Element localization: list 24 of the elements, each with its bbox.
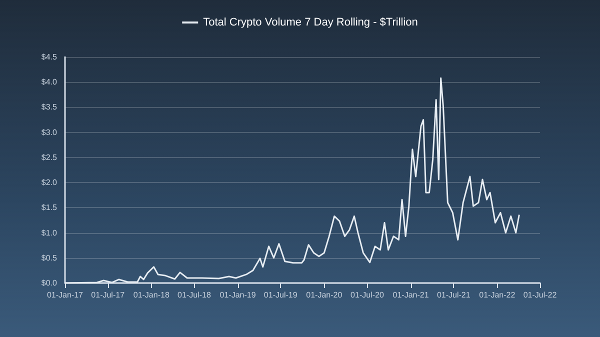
y-tick-label: $0.0: [41, 278, 58, 288]
x-tick-label: 01-Jul-19: [264, 290, 298, 300]
x-tick-label: 01-Jul-22: [523, 290, 558, 300]
x-tick-label: 01-Jan-17: [46, 290, 84, 300]
y-tick-label: $2.0: [41, 178, 58, 188]
x-tick-label: 01-Jan-20: [306, 290, 343, 300]
x-tick-label: 01-Jan-18: [133, 290, 170, 300]
y-tick-label: $3.5: [41, 102, 58, 112]
x-tick-label: 01-Jul-17: [91, 290, 126, 300]
y-tick-label: $1.0: [41, 228, 58, 238]
x-tick-label: 01-Jul-21: [436, 290, 471, 300]
y-tick-label: $1.5: [41, 203, 58, 212]
y-tick-label: $3.0: [41, 128, 58, 137]
y-tick-label: $0.5: [41, 253, 58, 262]
legend-label: Total Crypto Volume 7 Day Rolling - $Trillion: [203, 16, 418, 28]
x-tick-label: 01-Jul-20: [350, 290, 384, 300]
line-series: [64, 77, 520, 284]
y-tick-label: $2.5: [41, 152, 58, 162]
x-tick-label: 01-Jan-19: [220, 290, 256, 300]
x-tick-label: 01-Jan-22: [479, 290, 516, 300]
y-tick-label: $4.5: [41, 52, 58, 62]
x-tick-label: 01-Jul-18: [178, 290, 212, 300]
y-tick-label: $4.0: [41, 78, 58, 87]
x-tick-label: 01-Jan-21: [392, 290, 430, 300]
